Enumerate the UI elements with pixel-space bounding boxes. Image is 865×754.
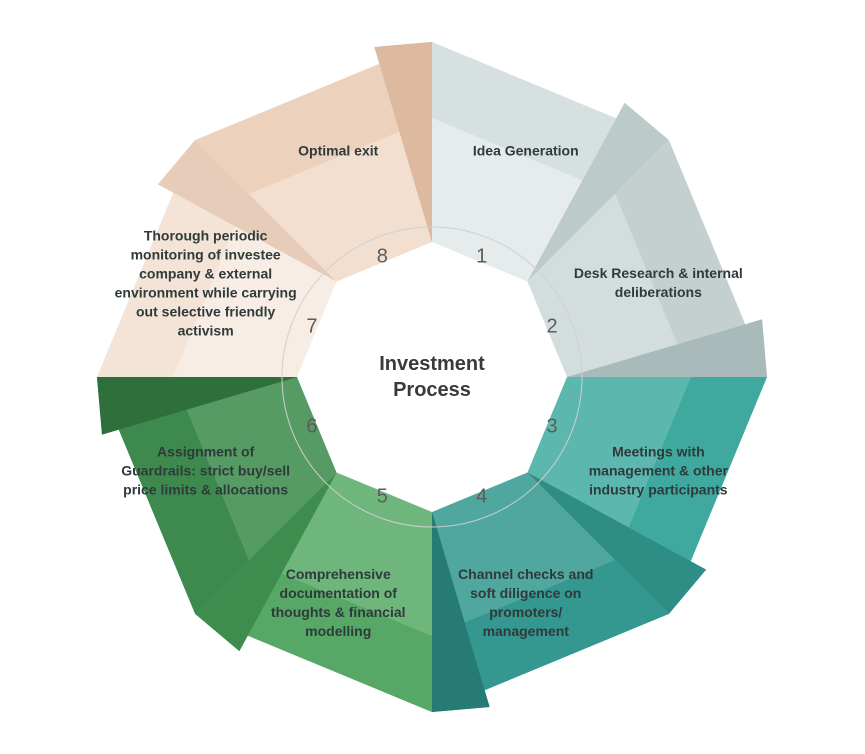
octagon-svg [0,0,865,754]
investment-process-diagram: { "diagram": { "type": "infographic", "s… [0,0,865,754]
